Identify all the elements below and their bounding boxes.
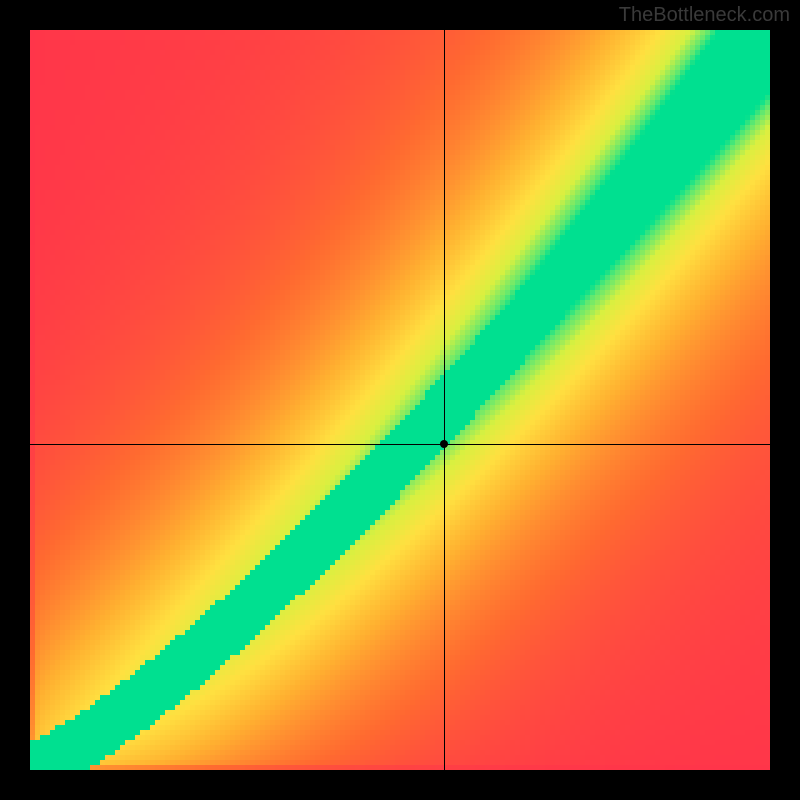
watermark-text: TheBottleneck.com	[619, 4, 790, 27]
crosshair-horizontal	[30, 444, 770, 445]
plot-area	[30, 30, 770, 770]
crosshair-vertical	[444, 30, 445, 770]
heatmap-canvas	[30, 30, 770, 770]
